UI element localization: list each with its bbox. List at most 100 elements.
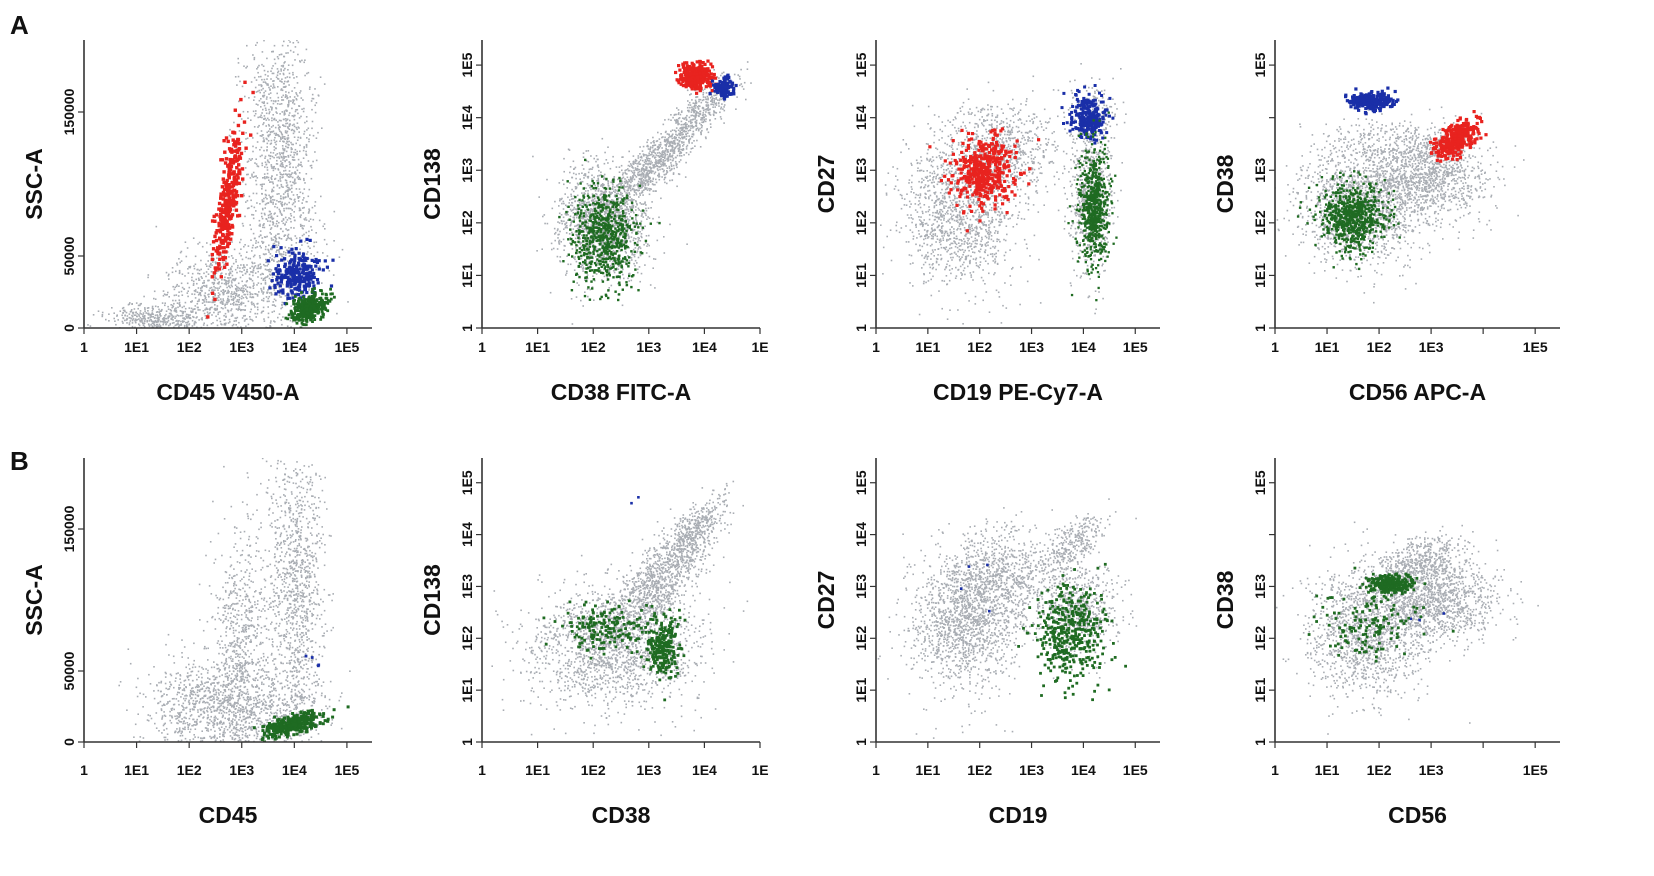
event-dot <box>305 146 308 148</box>
event-dot <box>301 311 305 314</box>
event-dot <box>228 290 230 293</box>
event-dot <box>286 229 289 232</box>
event-dot <box>297 318 301 322</box>
event-dot <box>274 292 278 296</box>
event-dot <box>272 114 274 116</box>
event-dot <box>285 122 287 125</box>
event-dot <box>308 287 311 289</box>
event-dot <box>603 162 606 165</box>
event-dot <box>541 248 543 250</box>
event-dot <box>132 318 135 320</box>
event-dot <box>207 313 209 316</box>
event-dot <box>255 91 258 93</box>
event-dot <box>178 301 181 304</box>
event-dot <box>208 254 210 257</box>
event-dot <box>260 289 263 292</box>
event-dot <box>228 207 232 212</box>
event-dot <box>213 278 215 281</box>
event-dot <box>313 287 316 290</box>
event-dot <box>294 114 296 117</box>
event-dot <box>268 119 270 121</box>
row-label-b: B <box>10 446 29 476</box>
event-dot <box>280 195 282 197</box>
event-dot <box>294 110 297 113</box>
event-dot <box>242 180 244 183</box>
event-dot <box>277 124 280 126</box>
event-dot <box>565 274 567 276</box>
event-dot <box>244 305 247 307</box>
event-dot <box>274 154 277 156</box>
event-dot <box>149 316 151 319</box>
event-dot <box>636 169 639 171</box>
event-dot <box>199 291 202 294</box>
event-dot <box>309 134 311 136</box>
event-dot <box>644 212 647 215</box>
event-dot <box>237 75 240 78</box>
event-dot <box>284 224 286 226</box>
event-dot <box>249 318 252 321</box>
event-dot <box>296 95 299 97</box>
event-dot <box>309 218 312 220</box>
event-dot <box>225 178 229 183</box>
event-dot <box>262 242 264 244</box>
event-dot <box>317 94 320 96</box>
event-dot <box>140 313 142 315</box>
event-dot <box>625 169 628 171</box>
population-red-cluster <box>206 80 255 319</box>
event-dot <box>303 147 305 149</box>
event-dot <box>571 248 574 250</box>
event-dot <box>229 147 234 152</box>
event-dot <box>266 176 268 178</box>
event-dot <box>586 274 589 276</box>
event-dot <box>595 246 598 248</box>
event-dot <box>315 278 320 282</box>
event-dot <box>231 285 233 288</box>
event-dot <box>582 202 584 205</box>
event-dot <box>287 31 289 33</box>
event-dot <box>311 307 314 311</box>
event-dot <box>206 242 208 244</box>
event-dot <box>159 315 162 317</box>
event-dot <box>224 290 227 292</box>
event-dot <box>220 302 222 304</box>
event-dot <box>270 181 272 183</box>
event-dot <box>275 111 277 113</box>
event-dot <box>229 267 232 269</box>
event-dot <box>166 293 168 296</box>
event-dot <box>582 152 585 154</box>
event-dot <box>252 171 255 174</box>
event-dot <box>578 284 580 286</box>
event-dot <box>656 221 659 224</box>
event-dot <box>647 243 649 245</box>
event-dot <box>573 168 575 170</box>
event-dot <box>181 314 183 317</box>
event-dot <box>255 210 257 212</box>
event-dot <box>559 256 562 258</box>
event-dot <box>173 302 175 305</box>
event-dot <box>270 239 273 241</box>
event-dot <box>292 159 295 161</box>
event-dot <box>267 297 270 300</box>
event-dot <box>217 270 220 273</box>
event-dot <box>296 309 299 312</box>
event-dot <box>574 225 576 228</box>
event-dot <box>607 180 609 182</box>
event-dot <box>623 230 626 233</box>
event-dot <box>271 255 274 257</box>
event-dot <box>250 228 252 231</box>
event-dot <box>232 304 235 306</box>
event-dot <box>317 131 319 134</box>
event-dot <box>648 244 650 247</box>
event-dot <box>266 265 268 267</box>
event-dot <box>214 274 216 276</box>
event-dot <box>227 277 230 279</box>
event-dot <box>228 285 230 288</box>
event-dot <box>308 274 312 278</box>
event-dot <box>263 149 265 152</box>
event-dot <box>615 224 617 226</box>
event-dot <box>291 321 294 323</box>
event-dot <box>165 317 168 320</box>
event-dot <box>298 267 302 271</box>
event-dot <box>275 241 278 243</box>
